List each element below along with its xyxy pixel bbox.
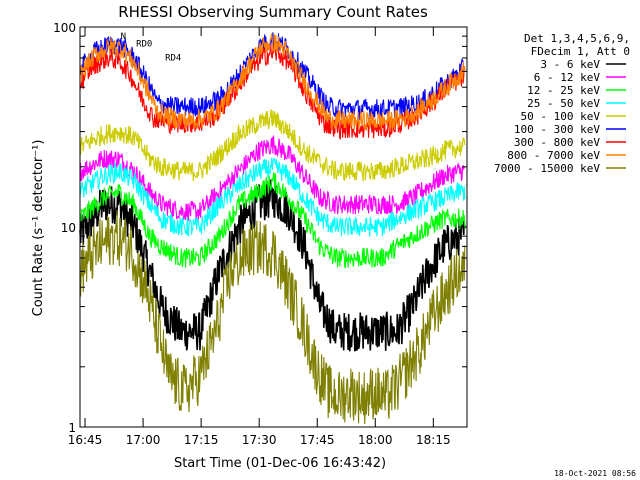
legend-label-6: 100 - 300 keV [514,123,600,136]
series-line-2 [79,135,465,223]
series-line-7 [79,44,466,140]
series-line-8 [79,33,466,131]
legend-label-8: 800 - 7000 keV [507,149,600,162]
series-line-4 [79,157,466,237]
x-tick-label-3: 17:15 [184,433,219,447]
x-tick-label-6: 18:00 [358,433,393,447]
series-line-5 [79,109,466,182]
annotation-3: N [121,32,126,42]
y-tick-label-3: 100 [53,21,76,35]
footer-date: 18-Oct-2021 08:56 [554,469,636,478]
y-tick-label-1: 1 [68,421,76,435]
axes-layer: 16:45 17:00 17:15 17:30 17:45 18:00 18:15 1 10 10… [53,21,467,447]
x-axis-label: Start Time (01-Dec-06 16:43:42) [174,456,386,471]
legend-label-1: 3 - 6 keV [540,58,600,71]
x-tick-label-1: 16:45 [68,433,103,447]
annotation-layer: RD0 RD4 N [121,32,182,63]
x-tick-label-5: 17:45 [300,433,335,447]
legend-label-2: 6 - 12 keV [534,71,601,84]
y-tick-label-2: 10 [61,221,76,235]
legend-label-5: 50 - 100 keV [521,110,601,123]
legend-label-3: 12 - 25 keV [527,84,600,97]
legend-header-2: FDecim 1, Att 0 [531,45,630,58]
legend-label-7: 300 - 800 keV [514,136,600,149]
legend: Det 1,3,4,5,6,9,FDecim 1, Att 03 - 6 keV… [494,32,630,175]
x-tick-label-4: 17:30 [242,433,277,447]
annotation-2: RD4 [165,54,181,64]
chart-title: RHESSI Observing Summary Count Rates [118,3,428,21]
series-line-3 [79,171,466,269]
y-axis-label: Count Rate (s⁻¹ detector⁻¹) [31,140,46,317]
series-line-1 [79,179,466,352]
annotation-1: RD0 [136,39,152,49]
series-layer [79,32,466,424]
legend-label-4: 25 - 50 keV [527,97,600,110]
series-line-9 [79,209,466,424]
legend-header-1: Det 1,3,4,5,6,9, [524,32,630,45]
x-tick-label-7: 18:15 [416,433,451,447]
legend-label-9: 7000 - 15000 keV [494,162,600,175]
x-tick-label-2: 17:00 [126,433,161,447]
